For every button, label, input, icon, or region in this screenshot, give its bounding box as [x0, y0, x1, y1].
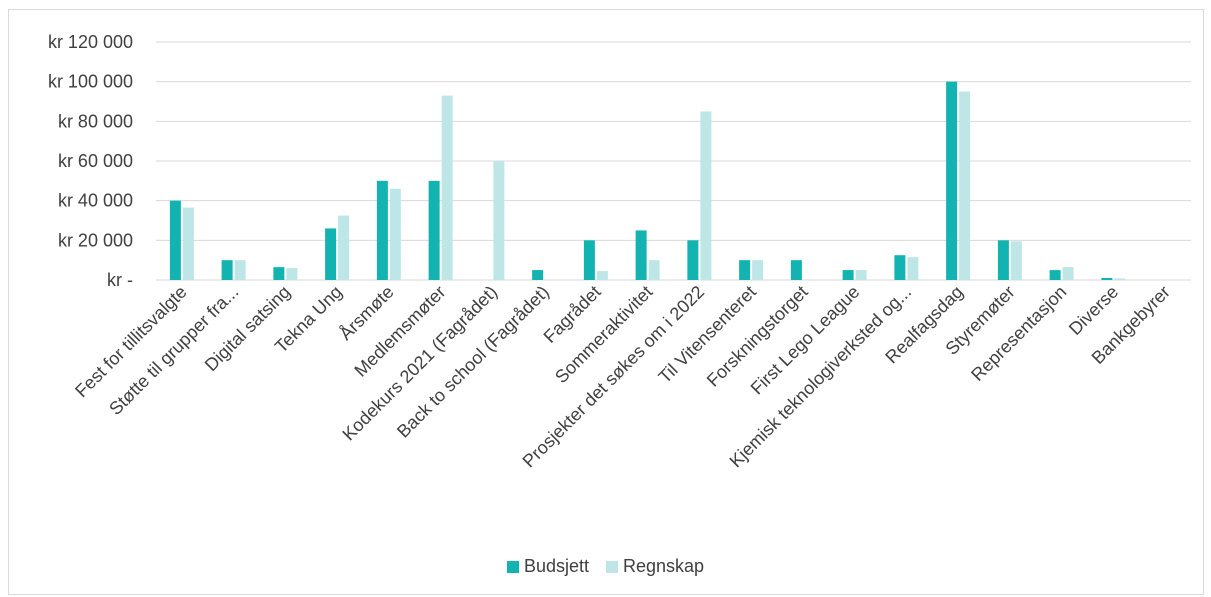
bar-budsjett [376, 180, 388, 280]
bar-regnskap [234, 260, 246, 280]
bar-budsjett [739, 260, 751, 280]
bar-regnskap [700, 111, 712, 281]
y-tick-label: kr 80 000 [58, 111, 133, 131]
bar-budsjett [1049, 270, 1061, 280]
legend-item-budsjett: Budsjett [506, 556, 589, 577]
bar-regnskap [441, 95, 453, 280]
bar-budsjett [842, 270, 854, 280]
bar-regnskap [959, 91, 971, 280]
bar-regnskap [1114, 278, 1126, 280]
bar-regnskap [389, 188, 401, 280]
bar-budsjett [428, 180, 440, 280]
bar-regnskap [855, 270, 867, 280]
bar-budsjett [790, 260, 802, 280]
bar-budsjett [894, 255, 906, 280]
y-tick-label: kr 20 000 [58, 230, 133, 250]
y-axis-tick-labels: kr - kr 20 000 kr 40 000 kr 60 000 kr 80 000… [48, 32, 133, 290]
legend-label-regnskap: Regnskap [623, 556, 705, 576]
legend-item-regnskap: Regnskap [606, 556, 704, 577]
x-tick-label: Representasjon [967, 282, 1070, 385]
bar-budsjett [583, 240, 595, 280]
y-tick-label: kr 60 000 [58, 151, 133, 171]
bar-budsjett [997, 240, 1009, 280]
bar-budsjett [221, 260, 233, 280]
y-tick-label: kr 40 000 [58, 191, 133, 211]
bar-budsjett [532, 270, 544, 280]
bar-budsjett [1101, 278, 1113, 280]
y-tick-label: kr - [107, 270, 133, 290]
bar-budsjett [946, 81, 958, 281]
bar-regnskap [182, 207, 194, 280]
y-tick-label: kr 120 000 [48, 32, 133, 52]
y-tick-label: kr 100 000 [48, 72, 133, 92]
bar-regnskap [907, 257, 919, 280]
bar-regnskap [1062, 267, 1074, 280]
bar-regnskap [1010, 241, 1022, 280]
chart-frame [8, 9, 1204, 595]
bar-regnskap [596, 271, 608, 280]
bar-budsjett [169, 200, 181, 280]
legend-swatch-regnskap [606, 560, 618, 573]
legend: Budsjett Regnskap [0, 556, 1211, 578]
bar-regnskap [493, 161, 505, 280]
bars [169, 81, 1126, 281]
bar-budsjett [325, 228, 337, 280]
bar-regnskap [286, 268, 298, 280]
bar-budsjett [687, 240, 699, 280]
gridlines [156, 41, 1191, 281]
legend-label-budsjett: Budsjett [523, 556, 589, 576]
bar-budsjett [273, 267, 285, 280]
bar-regnskap [338, 215, 350, 280]
bar-regnskap [648, 260, 660, 280]
x-tick-label: Medlemsmøter [350, 282, 449, 381]
bar-budsjett [635, 230, 647, 280]
legend-swatch-budsjett [506, 560, 519, 573]
bar-regnskap [752, 260, 764, 280]
